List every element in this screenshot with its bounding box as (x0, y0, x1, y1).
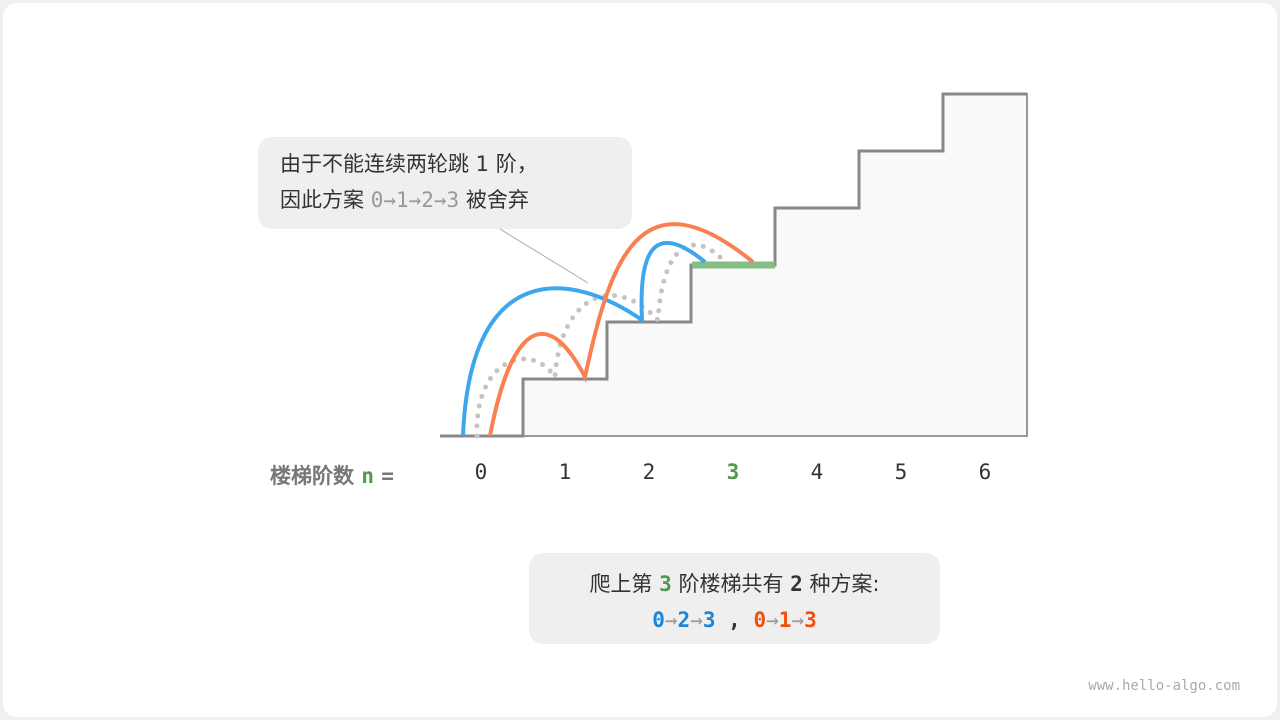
arrow-icon: → (664, 608, 678, 632)
tick-5: 5 (894, 460, 908, 484)
discarded-path: 0→1→2→3 (370, 188, 460, 212)
arrow-icon: → (690, 608, 703, 632)
axis-eq: = (381, 464, 394, 488)
tick-1: 1 (558, 460, 572, 484)
path1-step: 3 (702, 608, 716, 632)
tick-6: 6 (978, 460, 992, 484)
separator: , (728, 608, 741, 632)
result-text: 阶楼梯共有 (671, 572, 791, 596)
callout-text: 因此方案 (280, 188, 371, 212)
result-n: 3 (659, 572, 672, 596)
path1-step: 2 (677, 608, 691, 632)
discarded-path-dotted (474, 242, 728, 439)
callout-line1: 由于不能连续两轮跳 1 阶， (280, 152, 538, 176)
axis-label: 楼梯阶数 n = (270, 460, 394, 490)
result-count: 2 (790, 572, 803, 596)
result-text: 爬上第 (589, 572, 660, 596)
tick-4: 4 (810, 460, 824, 484)
callout-text: 被舍弃 (459, 188, 529, 212)
arrow-icon: → (791, 608, 805, 632)
axis-title: 楼梯阶数 (270, 464, 354, 488)
path2-step: 0 (753, 608, 767, 632)
watermark: www.hello-algo.com (1088, 678, 1240, 694)
tick-0: 0 (474, 460, 488, 484)
result-paths: 0→2→3 , 0→1→3 (529, 602, 940, 638)
axis-var: n (361, 464, 374, 488)
callout-line2: 因此方案 0→1→2→3 被舍弃 (280, 182, 632, 218)
path-0-2-3-blue (461, 240, 707, 437)
arrow-icon: → (766, 608, 779, 632)
tick-2: 2 (642, 460, 656, 484)
tick-3: 3 (726, 460, 740, 484)
path2-step: 3 (804, 608, 817, 632)
result-text: 种方案: (802, 572, 880, 596)
discard-callout: 由于不能连续两轮跳 1 阶， 因此方案 0→1→2→3 被舍弃 (258, 137, 632, 229)
path2-step: 1 (778, 608, 792, 632)
result-line1: 爬上第 3 阶楼梯共有 2 种方案: (529, 566, 940, 602)
result-callout: 爬上第 3 阶楼梯共有 2 种方案: 0→2→3 , 0→1→3 (529, 553, 940, 644)
path1-step: 0 (652, 608, 665, 632)
callout-leader (499, 228, 589, 284)
path-0-1-3-orange (488, 222, 755, 437)
